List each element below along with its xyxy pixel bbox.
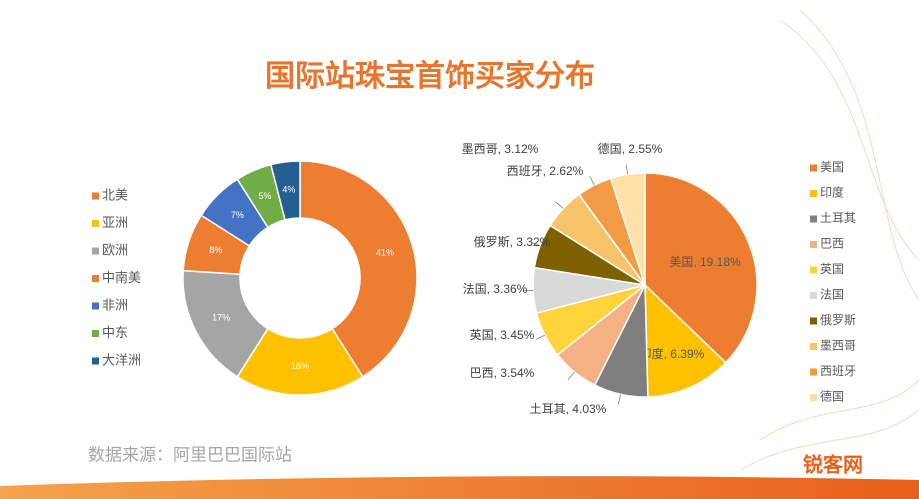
slice [299, 160, 418, 378]
legend-label: 法国 [820, 288, 844, 302]
legend-label: 大洋洲 [102, 352, 141, 367]
legend-swatch [810, 317, 817, 325]
legend-swatch [92, 192, 99, 200]
data-label: 7% [231, 210, 244, 220]
leader-line [625, 164, 629, 175]
data-label: 印度, 6.39% [640, 346, 705, 361]
slice [644, 283, 727, 398]
legend-swatch [92, 275, 99, 282]
data-label: 5% [258, 191, 271, 201]
legend-label: 印度 [820, 185, 844, 200]
leader-line [567, 371, 575, 381]
legend-swatch [810, 343, 817, 350]
leader-line [555, 201, 564, 209]
legend-label: 中东 [102, 325, 128, 340]
legend-label: 巴西 [820, 237, 844, 251]
legend-swatch [92, 220, 99, 227]
legend-swatch [810, 215, 817, 223]
legend-swatch [92, 330, 99, 337]
legend-label: 亚洲 [102, 215, 128, 230]
slice [269, 160, 301, 221]
legend-label: 中南美 [102, 270, 141, 285]
watermark: 锐客网 [803, 452, 863, 476]
data-label: 德国, 2.55% [598, 141, 663, 156]
data-label: 俄罗斯, 3.32% [474, 235, 551, 249]
legend-label: 西班牙 [820, 364, 856, 378]
source: 数据来源：阿里巴巴国际站 [88, 445, 292, 464]
legend-label: 俄罗斯 [820, 313, 856, 327]
legend-swatch [92, 302, 99, 310]
legend-label: 墨西哥 [820, 339, 856, 353]
legend-label: 非洲 [102, 297, 128, 312]
data-label: 41% [376, 248, 394, 258]
legend-swatch [810, 190, 817, 197]
legend-label: 德国 [820, 389, 844, 404]
data-label: 英国, 3.45% [470, 328, 535, 342]
legend-label: 北美 [102, 187, 128, 202]
data-label: 4% [282, 185, 295, 195]
decoration [739, 9, 919, 471]
data-label: 巴西, 3.54% [470, 366, 535, 380]
legend-label: 英国 [820, 262, 844, 276]
leader-line [530, 241, 541, 247]
data-label: 法国, 3.36% [463, 282, 528, 296]
legend-swatch [810, 266, 817, 274]
data-label: 17% [212, 313, 230, 323]
legend-label: 欧洲 [102, 242, 128, 257]
leader-line [535, 334, 546, 340]
legend-swatch [92, 357, 99, 365]
legend-swatch [810, 368, 817, 376]
data-label: 墨西哥, 3.12% [462, 142, 539, 156]
legend-label: 土耳其 [820, 211, 856, 225]
title: 国际站珠宝首饰买家分布 [265, 59, 595, 93]
bottom-band [0, 476, 919, 499]
legend-swatch [810, 292, 817, 299]
data-label: 8% [209, 245, 222, 255]
data-label: 18% [291, 361, 309, 371]
legend-swatch [810, 164, 817, 172]
slice [644, 172, 758, 364]
legend-swatch [810, 241, 817, 248]
leader-line [589, 176, 595, 186]
data-label: 西班牙, 2.62% [507, 164, 584, 178]
legend-swatch [92, 247, 99, 255]
leader-line [617, 394, 621, 405]
legend-label: 美国 [820, 160, 844, 174]
data-label: 美国, 19.18% [669, 255, 741, 269]
data-label: 土耳其, 4.03% [530, 402, 607, 416]
legend-swatch [810, 394, 817, 401]
